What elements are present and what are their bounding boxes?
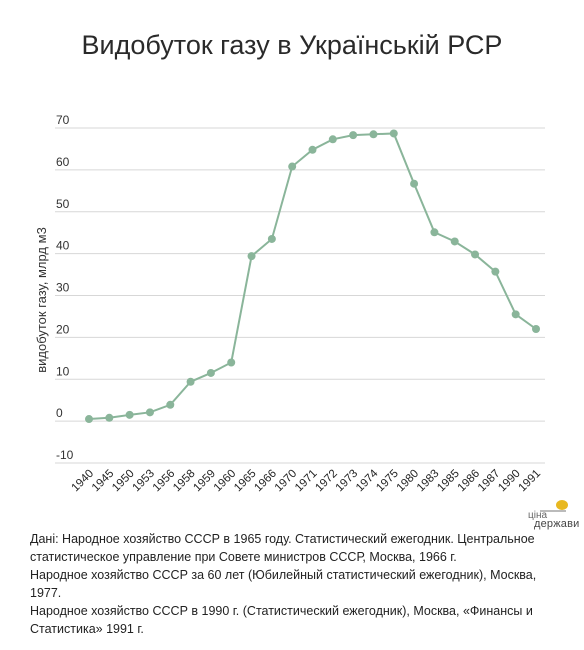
series-points — [85, 129, 540, 424]
data-point — [491, 267, 500, 276]
x-tick-label: 1966 — [252, 468, 279, 495]
logo-text: ціна — [528, 510, 548, 521]
x-tick-label: 1960 — [212, 468, 239, 495]
source-line: Народное хозяйство СССР за 60 лет (Юбиле… — [30, 568, 537, 600]
x-tick-label: 1990 — [496, 468, 523, 495]
cina-derzhavy-logo: ціна держави — [520, 496, 580, 536]
data-point — [369, 130, 378, 139]
x-tick-label: 1953 — [130, 468, 157, 495]
y-axis-label: видобуток газу, млрд м3 — [34, 227, 49, 373]
series-line — [88, 132, 537, 421]
source-line: Народное хозяйство СССР в 1990 г. (Стати… — [30, 604, 533, 636]
data-point — [349, 131, 358, 140]
data-point — [471, 250, 480, 259]
y-tick-label: 50 — [56, 197, 70, 211]
x-tick-label: 1986 — [456, 468, 483, 495]
data-point — [410, 179, 419, 188]
data-point — [328, 135, 337, 144]
x-tick-label: 1972 — [313, 468, 340, 495]
x-tick-label: 1950 — [110, 468, 137, 495]
x-axis-ticks: 1940194519501953195619581959196019651966… — [70, 467, 544, 494]
data-point — [267, 234, 276, 243]
data-point — [145, 408, 154, 417]
coin-icon — [540, 500, 568, 512]
x-tick-label: 1971 — [293, 468, 320, 495]
x-tick-label: 1940 — [70, 468, 97, 495]
x-tick-label: 1980 — [395, 468, 422, 495]
x-tick-label: 1985 — [435, 468, 462, 495]
y-tick-label: 70 — [56, 113, 70, 127]
x-tick-label: 1991 — [517, 468, 544, 495]
x-tick-label: 1945 — [90, 468, 117, 495]
data-point — [511, 310, 520, 319]
data-point — [186, 377, 195, 386]
data-point — [227, 358, 236, 367]
x-tick-label: 1974 — [354, 467, 381, 494]
y-tick-label: 20 — [56, 322, 70, 336]
grid-lines — [55, 127, 545, 464]
logo-text: держави — [534, 518, 580, 530]
data-point — [288, 162, 297, 171]
y-tick-label: 60 — [56, 155, 70, 169]
y-tick-label: 0 — [56, 406, 63, 420]
data-point — [532, 325, 540, 333]
data-point — [105, 413, 114, 422]
x-tick-label: 1983 — [415, 468, 442, 495]
data-point — [166, 400, 175, 409]
data-point — [247, 252, 256, 261]
data-point — [308, 145, 317, 154]
x-tick-label: 1959 — [191, 468, 218, 495]
data-point — [389, 129, 398, 138]
source-line: Дані: Народное хозяйство СССР в 1965 год… — [30, 532, 535, 564]
series-lines — [88, 132, 537, 421]
x-tick-label: 1987 — [476, 468, 503, 495]
x-tick-label: 1958 — [171, 468, 198, 495]
y-tick-label: 40 — [56, 239, 70, 253]
data-point — [85, 415, 93, 424]
x-tick-label: 1956 — [151, 468, 178, 495]
data-point — [450, 237, 459, 246]
x-tick-label: 1975 — [374, 468, 401, 495]
x-tick-label: 1965 — [232, 468, 259, 495]
x-tick-label: 1973 — [334, 468, 361, 495]
chart-title: Видобуток газу в Українській РСР — [81, 30, 503, 60]
y-axis-ticks: 70 60 50 40 30 20 10 0 -10 — [56, 113, 74, 462]
source-notes: Дані: Народное хозяйство СССР в 1965 год… — [30, 530, 560, 638]
data-point — [125, 410, 134, 419]
y-tick-label: 10 — [56, 364, 70, 378]
y-tick-label: 30 — [56, 281, 70, 295]
y-tick-label: -10 — [56, 448, 74, 462]
x-tick-label: 1970 — [273, 468, 300, 495]
data-point — [430, 228, 439, 237]
data-point — [206, 368, 215, 377]
